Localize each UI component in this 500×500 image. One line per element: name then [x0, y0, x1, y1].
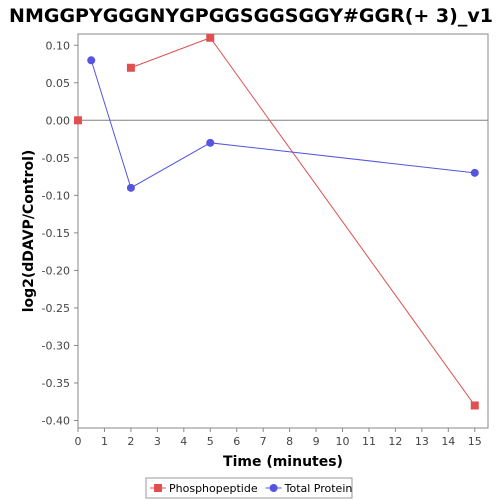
y-tick-label: -0.40: [42, 414, 70, 427]
x-tick-label: 11: [362, 435, 376, 448]
legend-item-phosphopeptide: Phosphopeptide: [150, 482, 258, 495]
total-protein-line: [90, 60, 475, 189]
x-tick-label: 1: [101, 435, 108, 448]
y-tick-label: -0.05: [42, 152, 70, 165]
x-tick-label: 15: [468, 435, 482, 448]
legend-item-total-protein: Total Protein: [265, 482, 353, 495]
y-tick-label: -0.35: [42, 377, 70, 390]
total-protein-point: [126, 183, 135, 192]
x-tick-label: 5: [207, 435, 214, 448]
series-points: [74, 33, 479, 410]
x-tick-label: 8: [286, 435, 293, 448]
total-protein-point: [87, 56, 96, 65]
y-tick-label: 0.05: [46, 77, 71, 90]
x-tick-label: 0: [75, 435, 82, 448]
phosphopeptide-point: [206, 33, 215, 42]
x-axis-label: Time (minutes): [223, 454, 343, 470]
x-tick-label: 6: [233, 435, 240, 448]
legend-label: Phosphopeptide: [169, 482, 258, 495]
y-axis: 0.10 0.05 0.00 -0.05 -0.10 -0.15 -0.20 -0.25 -0.…: [42, 39, 78, 427]
y-tick-label: 0.10: [46, 39, 71, 52]
y-tick-label: -0.10: [42, 189, 70, 202]
x-tick-label: 9: [313, 435, 320, 448]
y-tick-label: -0.25: [42, 302, 70, 315]
x-tick-label: 10: [336, 435, 350, 448]
legend: Phosphopeptide Total Protein: [150, 482, 352, 495]
x-tick-label: 14: [441, 435, 455, 448]
legend-swatch-marker: [269, 484, 278, 492]
total-protein-point: [470, 168, 479, 177]
y-tick-label: -0.30: [42, 339, 70, 352]
phosphopeptide-point: [74, 116, 82, 125]
y-axis-label: log2(dDAVP/Control): [21, 150, 37, 313]
x-tick-label: 4: [180, 435, 187, 448]
plot-area: [77, 33, 489, 429]
phosphopeptide-point: [126, 63, 135, 72]
legend-box: [145, 477, 353, 499]
y-tick-label: 0.00: [46, 114, 71, 127]
x-tick-label: 7: [260, 435, 267, 448]
phosphopeptide-point: [470, 401, 479, 410]
legend-label: Total Protein: [284, 482, 353, 495]
x-axis: 0 1 2 3 4 5 6 7 8 9 10 11 12 13 14 15: [75, 428, 482, 448]
x-tick-label: 2: [127, 435, 134, 448]
legend-swatch-marker: [154, 484, 162, 492]
y-tick-label: -0.20: [42, 264, 70, 277]
x-tick-label: 13: [415, 435, 429, 448]
chart-title: NMGGPYGGGNYGPGGSGGSGGY#GGR(+ 3)_v1: [9, 5, 493, 27]
y-tick-label: -0.15: [42, 227, 70, 240]
x-tick-label: 3: [154, 435, 161, 448]
total-protein-point: [206, 138, 215, 147]
x-tick-label: 12: [388, 435, 402, 448]
